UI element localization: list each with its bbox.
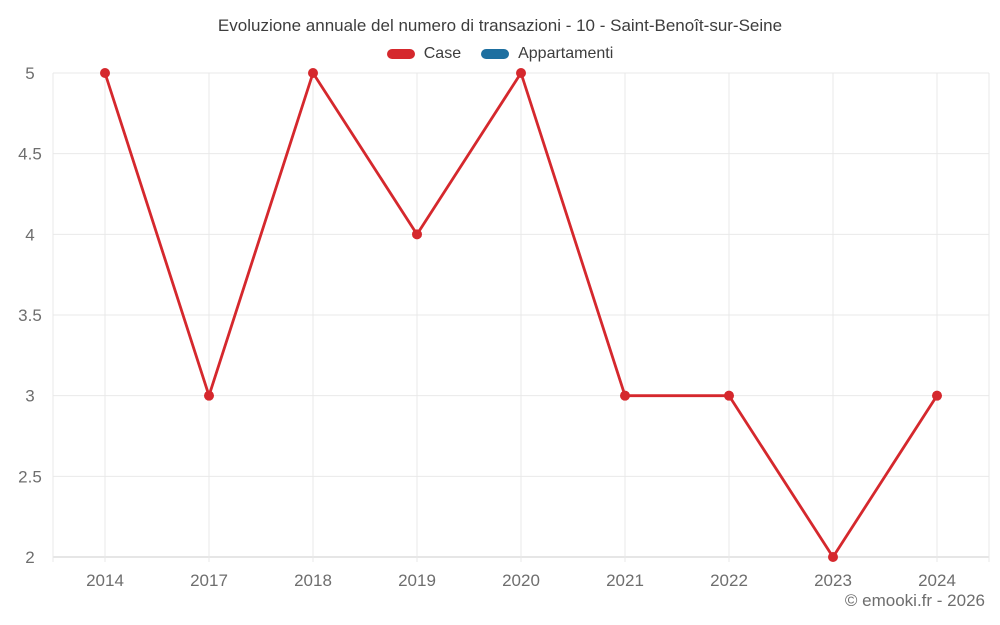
y-axis-tick-label: 4.5 (18, 145, 42, 164)
x-axis-tick-label: 2024 (918, 571, 956, 590)
chart-title: Evoluzione annuale del numero di transaz… (217, 16, 783, 35)
y-axis-tick-label: 4 (25, 225, 34, 244)
x-axis-tick-label: 2014 (86, 571, 124, 590)
y-axis-tick-label: 3 (25, 387, 34, 406)
x-axis-tick-label: 2021 (606, 571, 644, 590)
x-axis-tick-label: 2017 (190, 571, 228, 590)
legend: Case Appartamenti (0, 45, 1000, 63)
data-point-case-2017[interactable] (204, 390, 214, 401)
y-axis-tick-label: 2 (25, 548, 34, 567)
data-point-case-2018[interactable] (308, 68, 318, 78)
legend-label-appartamenti: Appartamenti (518, 45, 614, 62)
data-point-case-2014[interactable] (100, 68, 110, 78)
y-axis-tick-label: 5 (25, 64, 34, 83)
data-point-case-2023[interactable] (828, 552, 838, 562)
copyright: © emooki.fr - 2026 (844, 591, 985, 610)
data-point-case-2022[interactable] (724, 390, 734, 401)
x-axis-tick-label: 2023 (814, 571, 852, 590)
y-axis-tick-label: 2.5 (18, 467, 42, 486)
data-point-case-2024[interactable] (932, 390, 942, 401)
x-axis-tick-label: 2020 (502, 571, 540, 590)
data-point-case-2020[interactable] (516, 68, 526, 78)
legend-item-appartamenti[interactable]: Appartamenti (481, 45, 613, 63)
x-axis-tick-label: 2018 (294, 571, 332, 590)
case-series-swatch-icon (386, 49, 415, 59)
x-axis-tick-label: 2022 (710, 571, 748, 590)
legend-item-case[interactable]: Case (386, 45, 462, 63)
data-point-case-2019[interactable] (412, 229, 422, 240)
legend-label-case: Case (423, 45, 462, 62)
data-point-case-2021[interactable] (620, 390, 630, 401)
y-axis-tick-label: 3.5 (18, 306, 42, 325)
appartamenti-series-swatch-icon (481, 49, 510, 59)
x-axis-tick-label: 2019 (398, 571, 436, 590)
